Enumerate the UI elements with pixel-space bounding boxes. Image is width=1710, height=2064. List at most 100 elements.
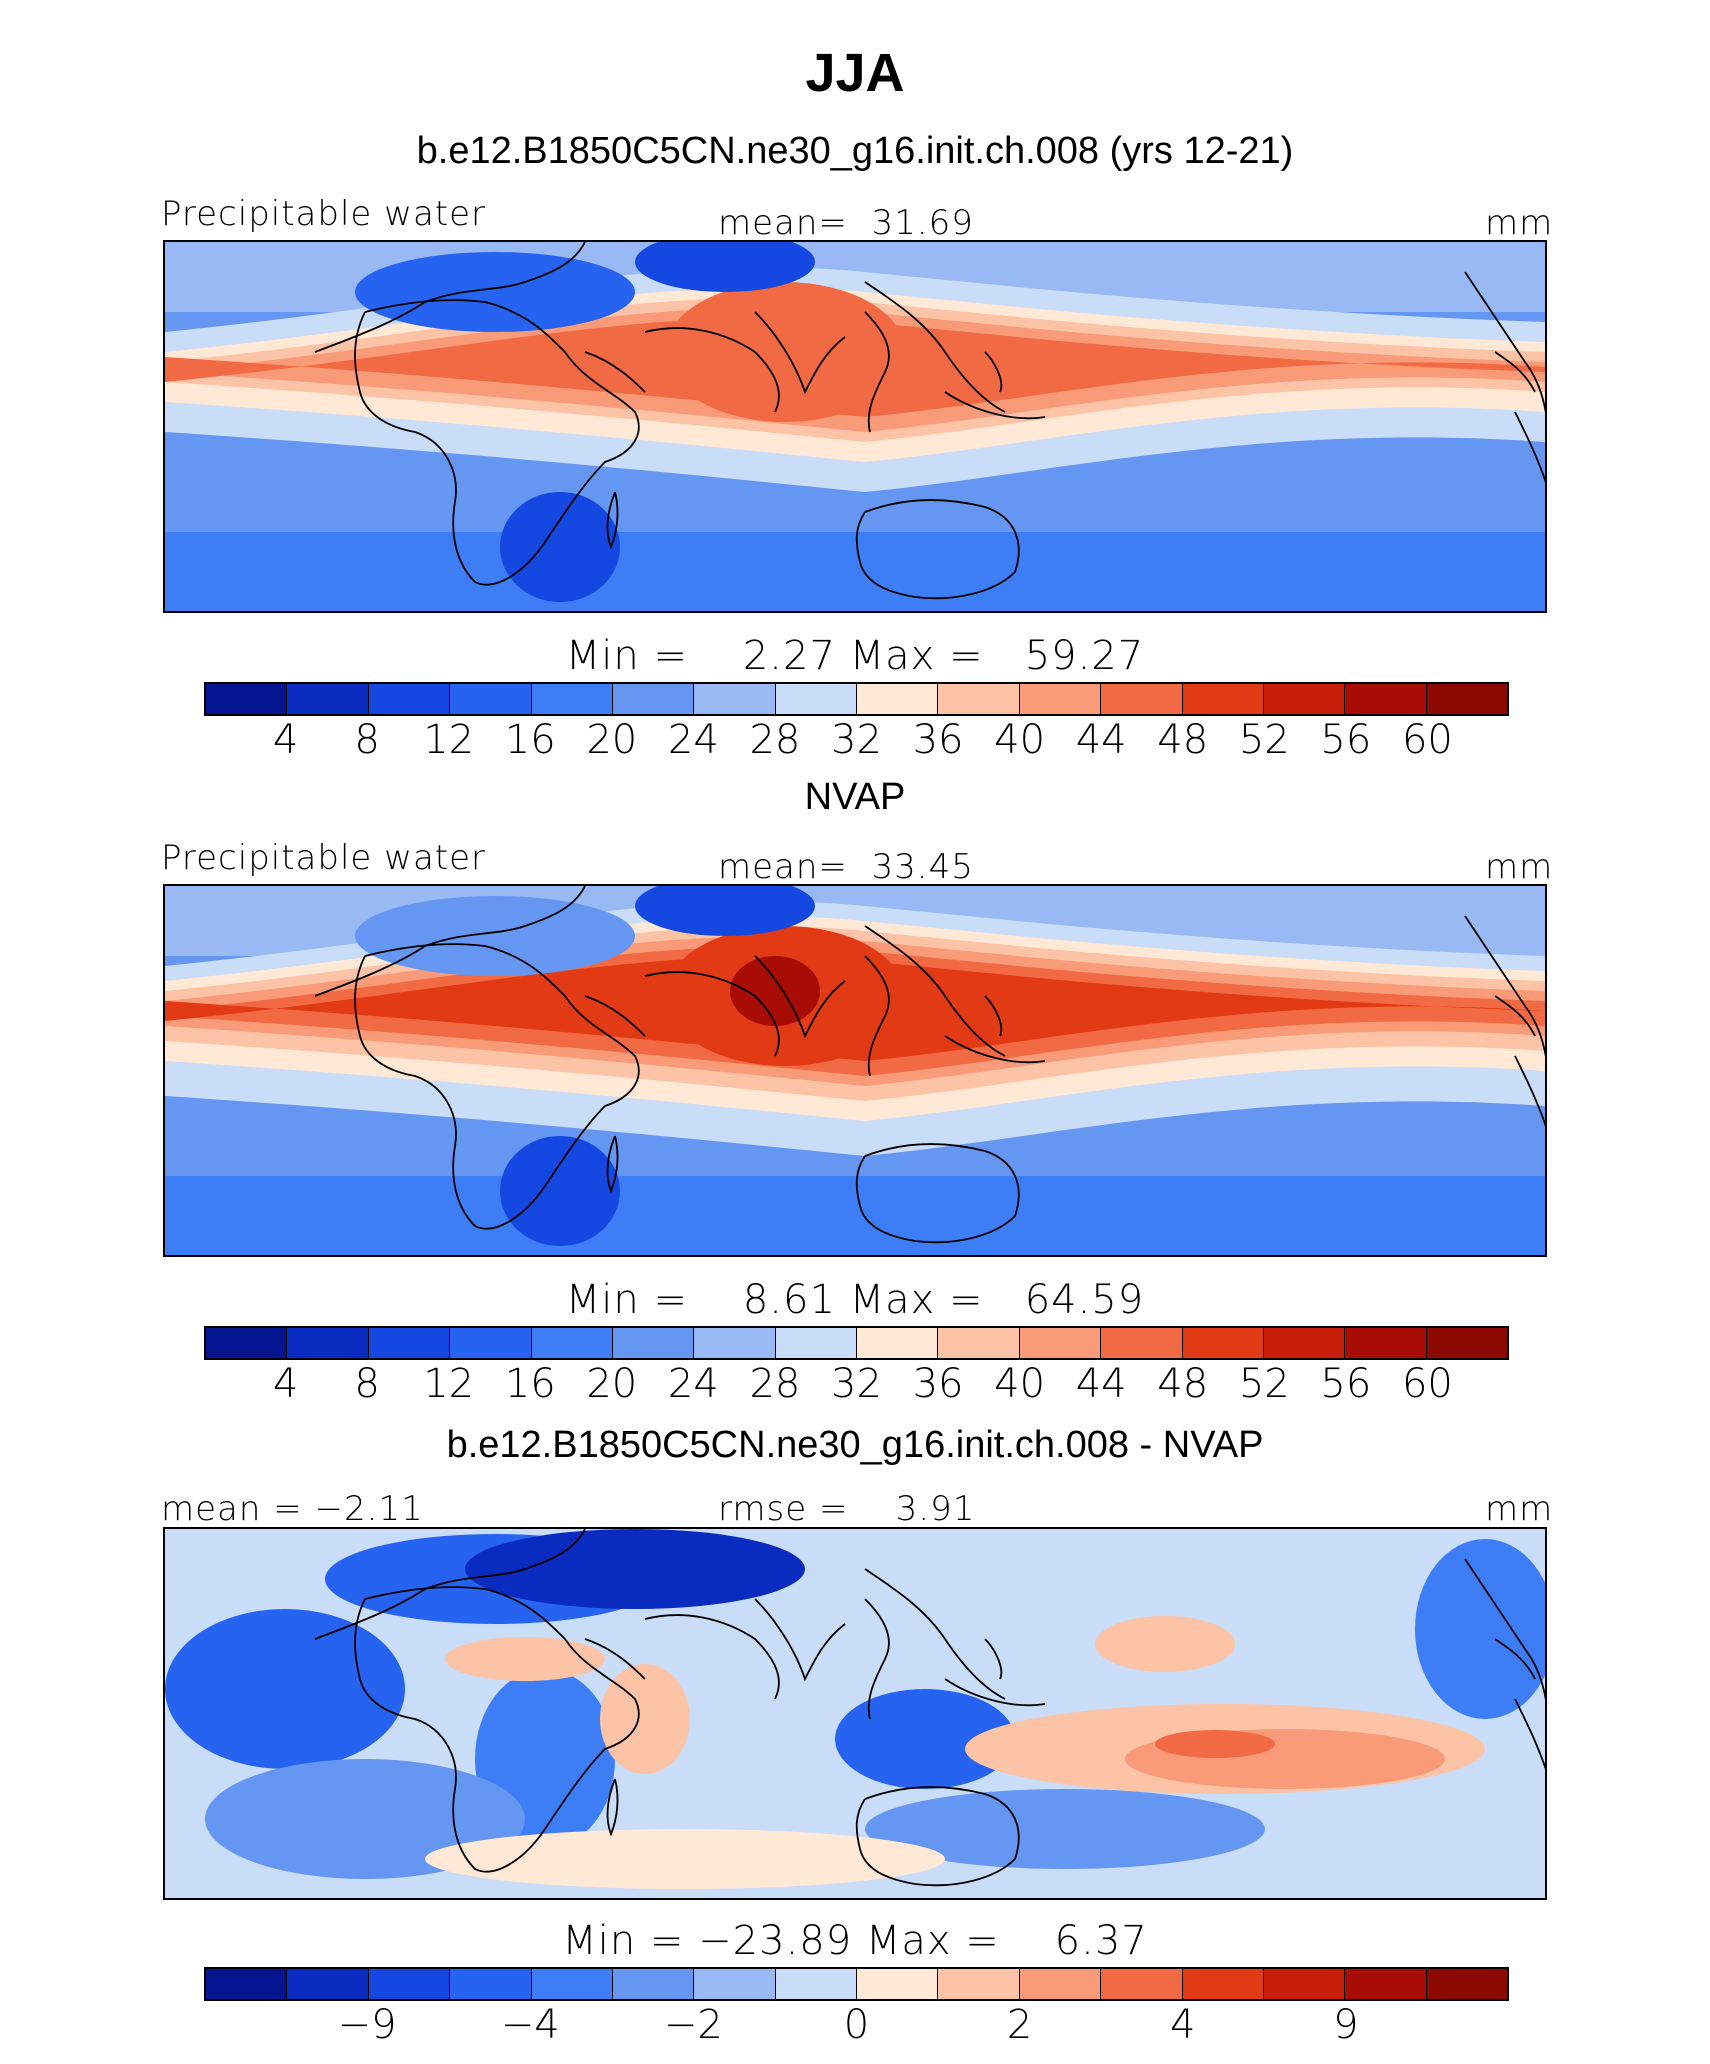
colorbar-swatch	[775, 1969, 857, 1999]
colorbar-swatch	[531, 684, 613, 714]
panel-2-colorbar-ticks: 4 8 12 16 20 24 28 32 36 40 44 48 52 56 60	[204, 1361, 1509, 1411]
colorbar-swatch	[857, 1328, 939, 1358]
field-contour	[355, 896, 635, 976]
colorbar-tick-label: 52	[1238, 717, 1290, 763]
colorbar-swatch	[612, 1328, 695, 1358]
colorbar-swatch	[1263, 684, 1346, 714]
colorbar-swatch	[857, 1969, 939, 1999]
colorbar-tick-label: 44	[1075, 717, 1127, 763]
coastline	[354, 299, 640, 586]
field-contour	[445, 1637, 605, 1681]
colorbar-tick-label: 32	[831, 717, 882, 763]
colorbar-swatch	[612, 1969, 695, 1999]
colorbar-swatch	[775, 684, 857, 714]
colorbar-tick-label: 8	[354, 1361, 380, 1407]
field-contour	[1415, 1539, 1545, 1719]
coastline	[1494, 1638, 1536, 1680]
colorbar-swatch	[368, 1328, 451, 1358]
field-contour	[500, 1136, 620, 1246]
colorbar-swatch	[1182, 684, 1264, 714]
panel-1-minmax: Min = 2.27 Max = 59.27	[565, 633, 1145, 679]
coastline	[606, 1778, 619, 1837]
coastline	[644, 971, 780, 1057]
panel-1-map	[163, 240, 1547, 613]
field-contour	[165, 1609, 405, 1769]
colorbar-tick-label: 40	[994, 717, 1046, 763]
panel-2-minmax: Min = 8.61 Max = 64.59	[565, 1277, 1145, 1323]
field-contour	[635, 242, 815, 292]
colorbar-swatch	[1345, 1328, 1427, 1358]
colorbar-tick-label: 8	[354, 717, 380, 763]
colorbar-tick-label: −2	[663, 2002, 723, 2048]
colorbar-swatch	[694, 684, 776, 714]
colorbar-swatch	[857, 684, 939, 714]
panel-1-left-label: Precipitable water	[161, 194, 487, 234]
coastline	[584, 995, 646, 1037]
colorbar-swatch	[206, 1969, 288, 1999]
panel-2-map	[163, 884, 1547, 1257]
colorbar-tick-label: 60	[1401, 1361, 1453, 1407]
colorbar-tick-label: 48	[1157, 1361, 1209, 1407]
colorbar-swatch	[1345, 684, 1427, 714]
coastline	[606, 1135, 619, 1194]
coastline	[1514, 1055, 1545, 1127]
field-contour	[665, 282, 905, 422]
coastline	[984, 1638, 1003, 1680]
field-contour	[835, 1689, 1015, 1789]
panel-3-rmse-label: rmse = 3.91	[718, 1489, 976, 1529]
coastline	[864, 281, 1006, 413]
field-contour	[425, 1829, 945, 1889]
colorbar-tick-label: 16	[504, 1361, 556, 1407]
coastline	[754, 1598, 846, 1682]
field-contour	[1155, 1730, 1275, 1758]
colorbar-tick-label: 9	[1333, 2002, 1359, 2048]
panel-1-colorbar-ticks: 4 8 12 16 20 24 28 32 36 40 44 48 52 56 60	[204, 717, 1509, 767]
colorbar-swatch	[450, 684, 532, 714]
colorbar-tick-label: 28	[749, 717, 801, 763]
coastline	[864, 955, 890, 1077]
colorbar-swatch	[1182, 1969, 1264, 1999]
coastline	[584, 1638, 646, 1680]
colorbar-swatch	[1263, 1969, 1346, 1999]
panel-2-mean-label: mean= 33.45	[718, 847, 974, 887]
colorbar-tick-label: 4	[272, 1361, 299, 1407]
colorbar-tick-label: 0	[843, 2002, 870, 2048]
colorbar-tick-label: 56	[1320, 1361, 1372, 1407]
field-map	[165, 242, 1545, 611]
colorbar-tick-label: 48	[1157, 717, 1209, 763]
coastline	[944, 391, 1046, 420]
field-contour	[850, 532, 1030, 611]
colorbar-swatch	[938, 684, 1020, 714]
colorbar-tick-label: 4	[1170, 2002, 1196, 2048]
colorbar-swatch	[1019, 684, 1102, 714]
colorbar-swatch	[206, 1328, 288, 1358]
colorbar-swatch	[1019, 1328, 1102, 1358]
panel-3-colorbar	[204, 1967, 1509, 2001]
colorbar-tick-label: 36	[912, 717, 964, 763]
field-contour	[500, 492, 620, 602]
panel-3-title: b.e12.B1850C5CN.ne30_g16.init.ch.008 - N…	[446, 1424, 1264, 1466]
field-contour	[865, 1789, 1265, 1869]
colorbar-swatch	[1101, 1328, 1183, 1358]
coastline	[944, 1678, 1046, 1707]
field-contour	[1095, 1616, 1235, 1672]
field-map	[165, 1529, 1545, 1898]
colorbar-tick-label: 36	[912, 1361, 964, 1407]
coastline	[984, 351, 1003, 393]
coastline	[864, 925, 1006, 1057]
coastline	[644, 1614, 780, 1700]
coastline	[855, 1786, 1020, 1887]
colorbar-tick-label: 24	[667, 717, 719, 763]
coastline	[754, 311, 846, 395]
coastline	[1514, 411, 1545, 483]
coastline	[984, 995, 1003, 1037]
panel-3-mean-label: mean = −2.11	[161, 1489, 424, 1529]
colorbar-tick-label: 32	[831, 1361, 882, 1407]
coastline	[1464, 271, 1545, 413]
coastline	[864, 311, 890, 433]
field-contour	[600, 1664, 690, 1774]
panel-2-colorbar	[204, 1326, 1509, 1360]
colorbar-tick-label: 24	[667, 1361, 719, 1407]
colorbar-swatch	[531, 1969, 613, 1999]
colorbar-tick-label: 56	[1320, 717, 1372, 763]
